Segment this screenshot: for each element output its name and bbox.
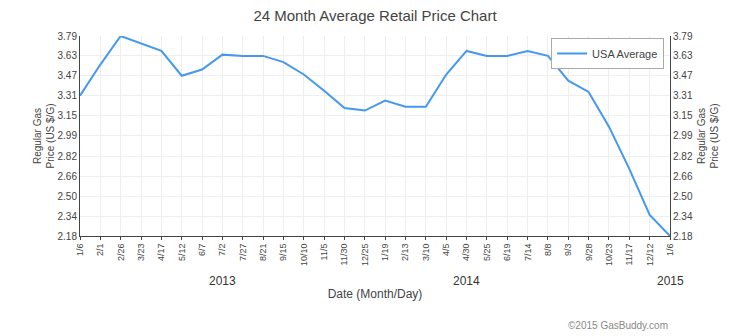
svg-text:1/19: 1/19 xyxy=(380,244,390,262)
svg-text:2.99: 2.99 xyxy=(58,130,78,141)
svg-text:9/3: 9/3 xyxy=(563,244,573,257)
svg-text:2014: 2014 xyxy=(453,274,480,288)
svg-text:1/6: 1/6 xyxy=(665,244,675,257)
svg-text:5/25: 5/25 xyxy=(482,244,492,262)
svg-text:Date (Month/Day): Date (Month/Day) xyxy=(328,287,423,301)
svg-text:2.34: 2.34 xyxy=(673,211,693,222)
svg-text:3.15: 3.15 xyxy=(673,110,693,121)
svg-text:2.66: 2.66 xyxy=(673,171,693,182)
svg-text:3.79: 3.79 xyxy=(58,31,78,42)
svg-text:7/27: 7/27 xyxy=(238,244,248,262)
svg-text:2/13: 2/13 xyxy=(400,244,410,262)
svg-text:2.66: 2.66 xyxy=(58,171,78,182)
svg-text:3/23: 3/23 xyxy=(136,244,146,262)
svg-text:11/5: 11/5 xyxy=(319,244,329,261)
svg-text:3.15: 3.15 xyxy=(58,110,78,121)
svg-text:3.63: 3.63 xyxy=(58,50,78,61)
svg-text:11/17: 11/17 xyxy=(624,244,634,266)
svg-text:3.31: 3.31 xyxy=(673,90,693,101)
svg-text:2/26: 2/26 xyxy=(116,244,126,262)
svg-text:Regular GasPrice (US $/G): Regular GasPrice (US $/G) xyxy=(696,103,720,168)
svg-text:12/12: 12/12 xyxy=(645,244,655,267)
svg-text:2.99: 2.99 xyxy=(673,130,693,141)
svg-text:5/12: 5/12 xyxy=(177,244,187,262)
svg-text:24 Month Average Retail Price: 24 Month Average Retail Price Chart xyxy=(253,7,497,24)
svg-text:2/1: 2/1 xyxy=(95,244,105,257)
svg-text:9/15: 9/15 xyxy=(278,244,288,262)
svg-text:2.82: 2.82 xyxy=(673,151,693,162)
svg-text:2.50: 2.50 xyxy=(58,191,78,202)
svg-text:8/21: 8/21 xyxy=(258,244,268,262)
svg-text:1/6: 1/6 xyxy=(75,244,85,257)
svg-text:USA Average: USA Average xyxy=(592,48,657,60)
svg-text:3/10: 3/10 xyxy=(421,244,431,262)
svg-text:3.31: 3.31 xyxy=(58,90,78,101)
svg-text:3.79: 3.79 xyxy=(673,31,693,42)
svg-text:10/10: 10/10 xyxy=(299,244,309,267)
svg-text:2013: 2013 xyxy=(209,274,236,288)
svg-text:12/25: 12/25 xyxy=(360,244,370,267)
svg-text:2.34: 2.34 xyxy=(58,211,78,222)
svg-text:4/30: 4/30 xyxy=(461,244,471,262)
svg-text:2.50: 2.50 xyxy=(673,191,693,202)
svg-text:8/8: 8/8 xyxy=(543,244,553,257)
svg-text:7/14: 7/14 xyxy=(523,244,533,262)
svg-text:10/23: 10/23 xyxy=(604,244,614,267)
svg-text:7/2: 7/2 xyxy=(217,244,227,257)
svg-text:4/5: 4/5 xyxy=(441,244,451,257)
svg-text:3.47: 3.47 xyxy=(58,70,78,81)
svg-text:3.63: 3.63 xyxy=(673,50,693,61)
svg-text:6/7: 6/7 xyxy=(197,244,207,257)
svg-text:©2015 GasBuddy.com: ©2015 GasBuddy.com xyxy=(568,320,668,331)
svg-text:3.47: 3.47 xyxy=(673,70,693,81)
svg-text:9/28: 9/28 xyxy=(584,244,594,262)
svg-text:4/17: 4/17 xyxy=(156,244,166,262)
svg-text:Regular GasPrice (US $/G): Regular GasPrice (US $/G) xyxy=(32,103,56,168)
svg-text:2015: 2015 xyxy=(657,274,684,288)
svg-text:2.18: 2.18 xyxy=(673,231,693,242)
svg-text:6/19: 6/19 xyxy=(502,244,512,262)
svg-text:11/30: 11/30 xyxy=(339,244,349,266)
svg-text:2.82: 2.82 xyxy=(58,151,78,162)
svg-text:2.18: 2.18 xyxy=(58,231,78,242)
